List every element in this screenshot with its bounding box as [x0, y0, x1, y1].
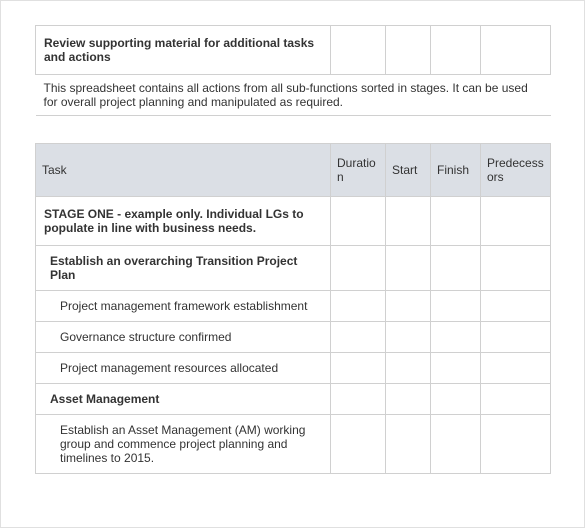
- start-cell: [386, 384, 431, 415]
- table-row: Governance structure confirmed: [36, 322, 551, 353]
- duration-cell: [331, 291, 386, 322]
- empty-cell: [386, 26, 431, 75]
- table-row: Establish an overarching Transition Proj…: [36, 246, 551, 291]
- col-header-finish: Finish: [431, 144, 481, 197]
- title-cell: Review supporting material for additiona…: [36, 26, 331, 75]
- start-cell: [386, 291, 431, 322]
- column-header-row: Task Duration Start Finish Predecessors: [36, 144, 551, 197]
- table-row: Project management framework establishme…: [36, 291, 551, 322]
- pred-cell: [481, 384, 551, 415]
- table-row: Project management resources allocated: [36, 353, 551, 384]
- col-header-duration: Duration: [331, 144, 386, 197]
- task-cell: Establish an overarching Transition Proj…: [36, 246, 331, 291]
- spacer-cell: [36, 116, 551, 144]
- finish-cell: [431, 384, 481, 415]
- pred-cell: [481, 246, 551, 291]
- spacer-row: [36, 116, 551, 144]
- table-row: STAGE ONE - example only. Individual LGs…: [36, 197, 551, 246]
- task-cell: STAGE ONE - example only. Individual LGs…: [36, 197, 331, 246]
- duration-cell: [331, 384, 386, 415]
- finish-cell: [431, 322, 481, 353]
- pred-cell: [481, 353, 551, 384]
- empty-cell: [331, 26, 386, 75]
- pred-cell: [481, 197, 551, 246]
- start-cell: [386, 197, 431, 246]
- task-cell: Project management resources allocated: [36, 353, 331, 384]
- pred-cell: [481, 322, 551, 353]
- col-header-task: Task: [36, 144, 331, 197]
- col-header-predecessors: Predecessors: [481, 144, 551, 197]
- finish-cell: [431, 353, 481, 384]
- finish-cell: [431, 197, 481, 246]
- spreadsheet-container: Review supporting material for additiona…: [1, 1, 584, 474]
- description-cell: This spreadsheet contains all actions fr…: [36, 75, 551, 116]
- start-cell: [386, 246, 431, 291]
- task-table: Review supporting material for additiona…: [35, 25, 551, 474]
- title-row: Review supporting material for additiona…: [36, 26, 551, 75]
- finish-cell: [431, 415, 481, 474]
- description-row: This spreadsheet contains all actions fr…: [36, 75, 551, 116]
- pred-cell: [481, 291, 551, 322]
- table-row: Establish an Asset Management (AM) worki…: [36, 415, 551, 474]
- start-cell: [386, 353, 431, 384]
- duration-cell: [331, 197, 386, 246]
- duration-cell: [331, 246, 386, 291]
- pred-cell: [481, 415, 551, 474]
- finish-cell: [431, 246, 481, 291]
- task-cell: Governance structure confirmed: [36, 322, 331, 353]
- duration-cell: [331, 353, 386, 384]
- empty-cell: [481, 26, 551, 75]
- table-row: Asset Management: [36, 384, 551, 415]
- task-cell: Asset Management: [36, 384, 331, 415]
- duration-cell: [331, 415, 386, 474]
- start-cell: [386, 322, 431, 353]
- col-header-start: Start: [386, 144, 431, 197]
- finish-cell: [431, 291, 481, 322]
- empty-cell: [431, 26, 481, 75]
- task-cell: Project management framework establishme…: [36, 291, 331, 322]
- duration-cell: [331, 322, 386, 353]
- task-cell: Establish an Asset Management (AM) worki…: [36, 415, 331, 474]
- start-cell: [386, 415, 431, 474]
